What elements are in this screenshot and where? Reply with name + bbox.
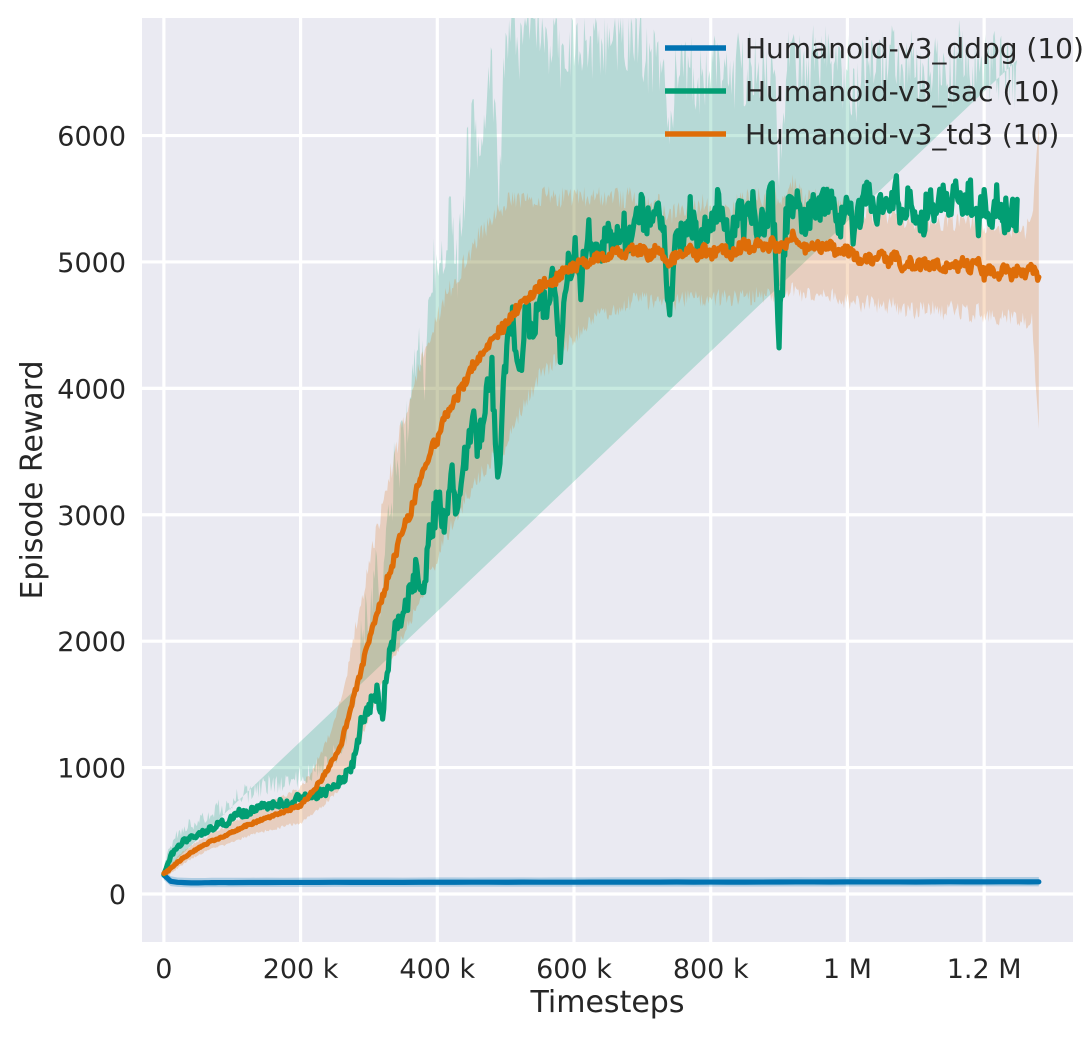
y-axis-title: Episode Reward	[15, 360, 50, 599]
legend-label: Humanoid-v3_td3 (10)	[745, 118, 1059, 151]
y-tick-label: 2000	[57, 627, 126, 658]
y-tick-label: 3000	[57, 501, 126, 532]
y-tick-label: 4000	[57, 374, 126, 405]
y-tick-label: 6000	[57, 122, 126, 153]
x-tick-label: 600 k	[536, 954, 612, 985]
legend-label: Humanoid-v3_ddpg (10)	[745, 32, 1084, 65]
legend: Humanoid-v3_ddpg (10) Humanoid-v3_sac (10…	[665, 32, 1084, 151]
x-tick-label: 200 k	[263, 954, 339, 985]
y-tick-label: 0	[109, 880, 126, 911]
legend-label: Humanoid-v3_sac (10)	[745, 75, 1060, 108]
x-axis-title: Timesteps	[530, 985, 685, 1020]
series-lines	[161, 173, 1042, 886]
line-ddpg	[161, 872, 1042, 886]
band-td3	[163, 125, 1039, 880]
grid-lines	[142, 18, 1073, 942]
y-tick-label: 1000	[57, 754, 126, 785]
x-tick-label: 800 k	[673, 954, 749, 985]
x-tick-label: 0	[155, 954, 172, 985]
y-tick-labels: 0 1000 2000 3000 4000 5000 6000	[57, 122, 126, 911]
x-tick-labels: 0 200 k 400 k 600 k 800 k 1 M 1.2 M	[155, 954, 1021, 985]
x-tick-label: 1 M	[823, 954, 872, 985]
axes-background	[142, 18, 1073, 942]
x-tick-label: 1.2 M	[947, 954, 1022, 985]
x-tick-label: 400 k	[399, 954, 475, 985]
y-tick-label: 5000	[57, 248, 126, 279]
line-td3	[161, 228, 1042, 877]
